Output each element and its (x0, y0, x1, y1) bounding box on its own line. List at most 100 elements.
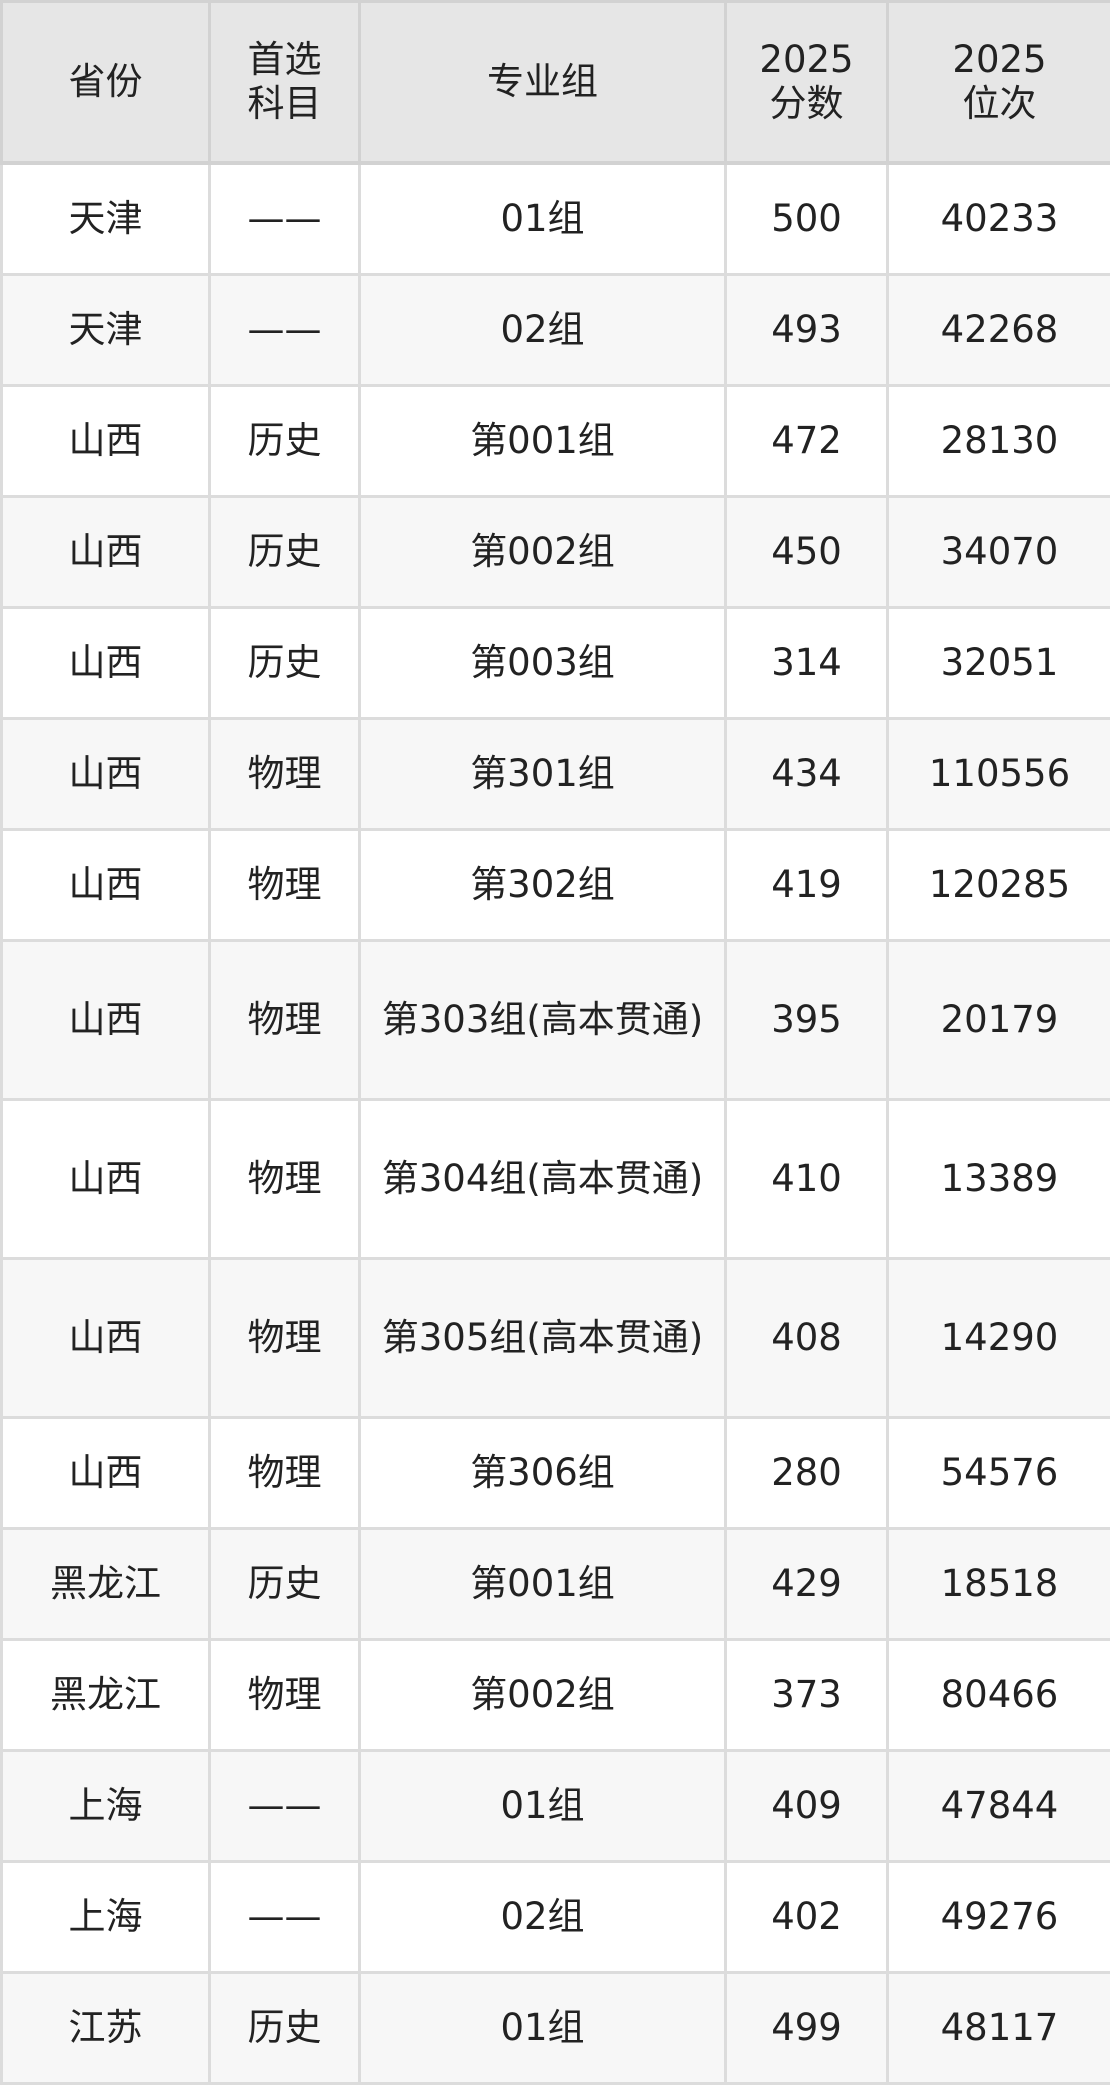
cell-subject: 物理 (210, 941, 360, 1100)
cell-province: 黑龙江 (2, 1529, 210, 1640)
cell-subject: 物理 (210, 1259, 360, 1418)
cell-subject: 历史 (210, 1973, 360, 2084)
cell-score: 280 (726, 1418, 888, 1529)
cell-score: 500 (726, 163, 888, 275)
cell-major-group: 02组 (360, 275, 726, 386)
cell-score: 429 (726, 1529, 888, 1640)
cell-rank: 47844 (888, 1751, 1110, 1862)
cell-score: 314 (726, 608, 888, 719)
cell-rank: 54576 (888, 1418, 1110, 1529)
cell-major-group: 01组 (360, 1973, 726, 2084)
cell-province: 山西 (2, 608, 210, 719)
cell-score: 493 (726, 275, 888, 386)
cell-province: 黑龙江 (2, 1640, 210, 1751)
cell-major-group: 第002组 (360, 1640, 726, 1751)
cell-rank: 13389 (888, 1100, 1110, 1259)
cell-subject: 物理 (210, 1100, 360, 1259)
cell-rank: 110556 (888, 719, 1110, 830)
cell-rank: 20179 (888, 941, 1110, 1100)
cell-major-group: 第002组 (360, 497, 726, 608)
cell-score: 434 (726, 719, 888, 830)
cell-province: 江苏 (2, 1973, 210, 2084)
cell-subject: 历史 (210, 608, 360, 719)
cell-score: 410 (726, 1100, 888, 1259)
cell-subject: 物理 (210, 719, 360, 830)
cell-subject: —— (210, 163, 360, 275)
cell-province: 山西 (2, 1259, 210, 1418)
cell-province: 山西 (2, 386, 210, 497)
cell-score: 373 (726, 1640, 888, 1751)
cell-province: 山西 (2, 1418, 210, 1529)
cell-rank: 48117 (888, 1973, 1110, 2084)
cell-major-group: 第302组 (360, 830, 726, 941)
cell-major-group: 第301组 (360, 719, 726, 830)
cell-major-group: 01组 (360, 1751, 726, 1862)
cell-rank: 80466 (888, 1640, 1110, 1751)
cell-subject: 物理 (210, 830, 360, 941)
cell-major-group: 第305组(高本贯通) (360, 1259, 726, 1418)
cell-province: 山西 (2, 497, 210, 608)
cell-score: 419 (726, 830, 888, 941)
cell-score: 472 (726, 386, 888, 497)
cell-province: 山西 (2, 830, 210, 941)
cell-rank: 14290 (888, 1259, 1110, 1418)
cell-major-group: 01组 (360, 163, 726, 275)
header-subject: 首选 科目 (210, 2, 360, 164)
cell-province: 上海 (2, 1751, 210, 1862)
cell-score: 408 (726, 1259, 888, 1418)
cell-subject: —— (210, 1862, 360, 1973)
header-major-group: 专业组 (360, 2, 726, 164)
cell-rank: 18518 (888, 1529, 1110, 1640)
header-province: 省份 (2, 2, 210, 164)
cell-major-group: 第001组 (360, 1529, 726, 1640)
cell-score: 450 (726, 497, 888, 608)
cell-major-group: 第001组 (360, 386, 726, 497)
cell-subject: —— (210, 275, 360, 386)
cell-province: 天津 (2, 275, 210, 386)
cell-subject: 历史 (210, 497, 360, 608)
cell-major-group: 第303组(高本贯通) (360, 941, 726, 1100)
header-score: 2025 分数 (726, 2, 888, 164)
cell-major-group: 第306组 (360, 1418, 726, 1529)
cell-province: 山西 (2, 719, 210, 830)
header-rank: 2025 位次 (888, 2, 1110, 164)
cell-major-group: 02组 (360, 1862, 726, 1973)
cell-rank: 28130 (888, 386, 1110, 497)
cell-subject: 历史 (210, 1529, 360, 1640)
table-header-row: 省份 首选 科目 专业组 2025 分数 2025 位次 (2, 2, 1110, 164)
cell-province: 天津 (2, 163, 210, 275)
cell-score: 402 (726, 1862, 888, 1973)
cell-rank: 40233 (888, 163, 1110, 275)
cell-rank: 42268 (888, 275, 1110, 386)
cell-major-group: 第003组 (360, 608, 726, 719)
cell-rank: 120285 (888, 830, 1110, 941)
cell-subject: 物理 (210, 1418, 360, 1529)
cell-rank: 49276 (888, 1862, 1110, 1973)
cell-rank: 34070 (888, 497, 1110, 608)
cell-score: 499 (726, 1973, 888, 2084)
cell-major-group: 第304组(高本贯通) (360, 1100, 726, 1259)
cell-subject: 物理 (210, 1640, 360, 1751)
cell-province: 上海 (2, 1862, 210, 1973)
cell-score: 395 (726, 941, 888, 1100)
cell-subject: —— (210, 1751, 360, 1862)
cell-score: 409 (726, 1751, 888, 1862)
cell-province: 山西 (2, 941, 210, 1100)
cell-rank: 32051 (888, 608, 1110, 719)
